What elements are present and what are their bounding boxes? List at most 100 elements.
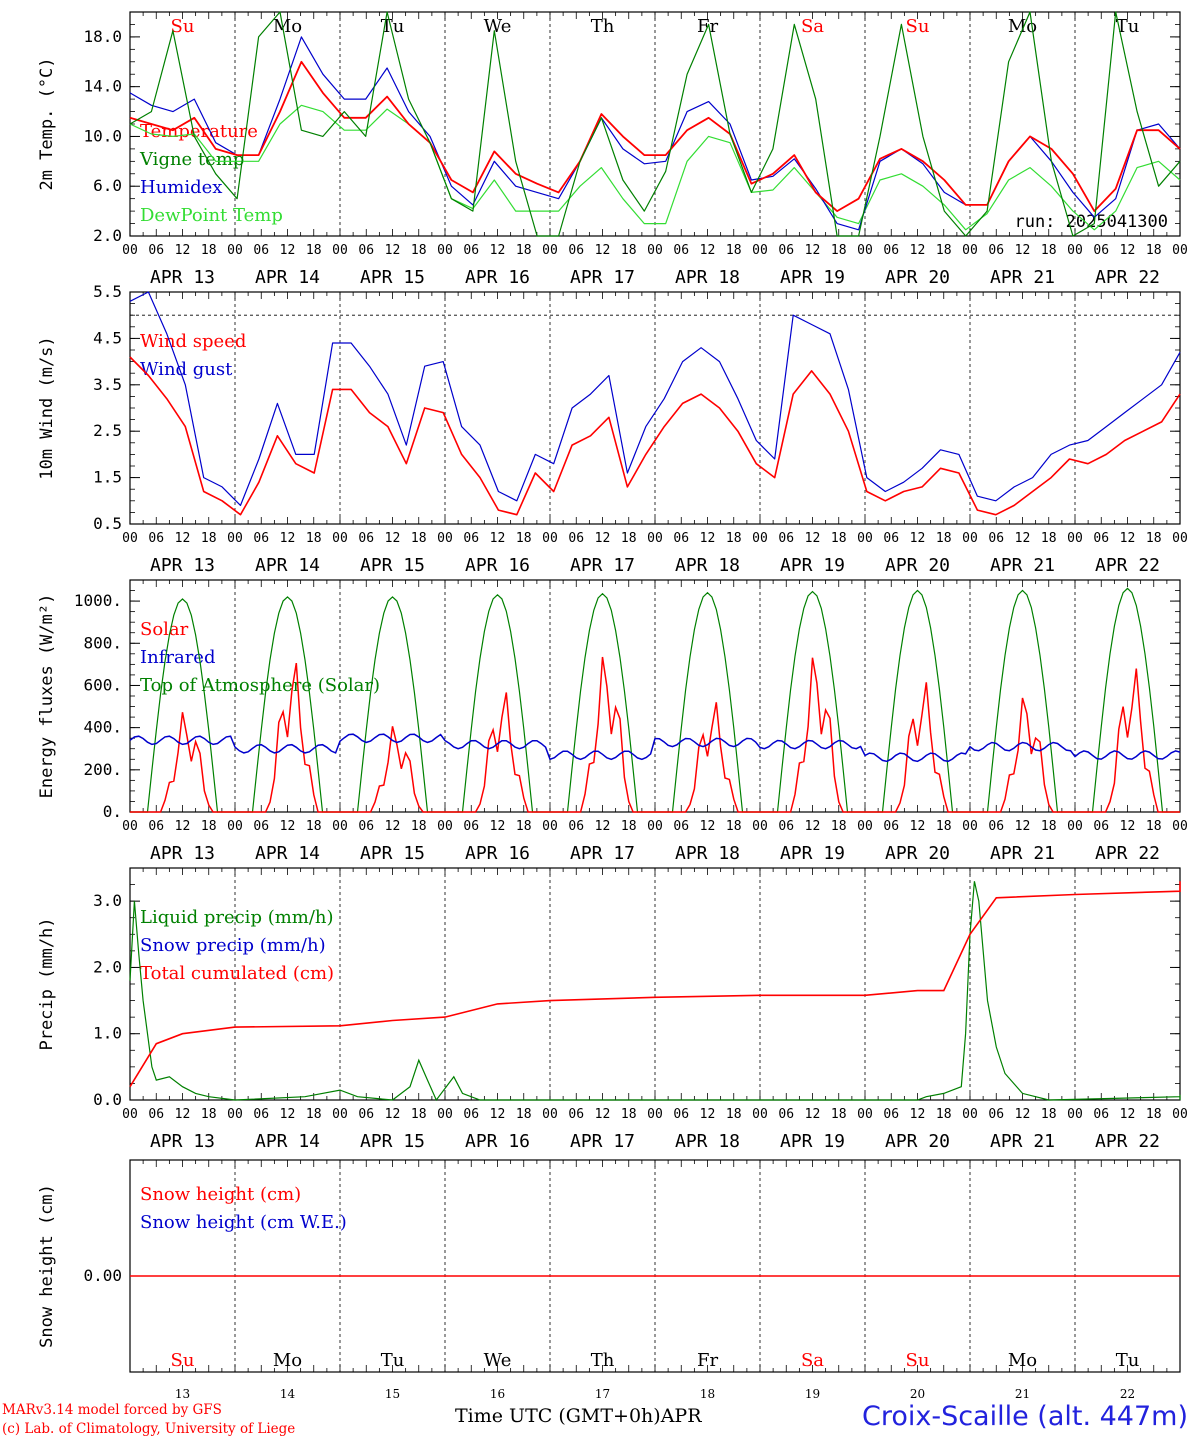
hour-tick-label: 06 [778,1107,794,1122]
hour-tick-label: 12 [910,531,926,546]
hour-tick-label: 00 [647,1107,663,1122]
hour-tick-label: 18 [516,1107,532,1122]
date-label: APR 15 [360,555,425,576]
date-label: APR 18 [675,267,740,288]
weekday-label: Sa [801,1350,824,1371]
hour-tick-label: 12 [910,1107,926,1122]
hour-tick-label: 12 [280,819,296,834]
hour-tick-label: 12 [280,243,296,258]
hour-tick-label: 18 [621,819,637,834]
legend-entry: Vigne temp [139,149,244,170]
hour-tick-label: 06 [463,819,479,834]
hour-tick-label: 12 [175,531,191,546]
hour-tick-label: 12 [1015,1107,1031,1122]
weekday-label: Su [171,1350,195,1371]
y-tick-label: 18.0 [83,27,122,46]
hour-tick-label: 06 [673,1107,689,1122]
y-tick-label: 5.5 [93,282,122,301]
hour-tick-label: 00 [647,531,663,546]
hour-tick-label: 12 [385,819,401,834]
hour-tick-label: 00 [1172,1107,1188,1122]
y-axis-label: Precip (mm/h) [37,917,57,1050]
hour-tick-label: 06 [463,1107,479,1122]
hour-tick-label: 18 [831,819,847,834]
hour-tick-label: 12 [175,819,191,834]
y-tick-label: 0.00 [83,1266,122,1285]
legend-entry: Snow height (cm) [140,1184,301,1205]
weekday-label: Tu [1116,16,1140,37]
hour-tick-label: 06 [358,1107,374,1122]
hour-tick-label: 12 [385,243,401,258]
y-axis-label: Energy fluxes (W/m²) [37,594,57,799]
hour-tick-label: 18 [936,243,952,258]
date-label: APR 16 [465,555,530,576]
hour-tick-label: 12 [700,531,716,546]
date-label: APR 17 [570,843,635,864]
hour-tick-label: 00 [542,243,558,258]
day-number: 22 [1120,1387,1135,1401]
date-label: APR 17 [570,267,635,288]
hour-tick-label: 18 [201,1107,217,1122]
hour-tick-label: 18 [726,531,742,546]
hour-tick-label: 12 [700,819,716,834]
hour-tick-label: 18 [516,819,532,834]
hour-tick-label: 00 [962,1107,978,1122]
hour-tick-label: 12 [1120,531,1136,546]
legend-entry: Wind speed [140,331,246,352]
y-tick-label: 6.0 [93,176,122,195]
hour-tick-label: 12 [1120,819,1136,834]
hour-tick-label: 18 [1041,1107,1057,1122]
date-label: APR 21 [990,555,1055,576]
run-label: run: 2025041300 [1014,212,1168,232]
hour-tick-label: 18 [201,819,217,834]
y-tick-label: 3.0 [93,891,122,910]
weekday-label: Tu [381,16,405,37]
date-label: APR 16 [465,843,530,864]
hour-tick-label: 06 [988,243,1004,258]
hour-tick-label: 18 [201,243,217,258]
date-label: APR 20 [885,843,950,864]
hour-tick-label: 12 [280,1107,296,1122]
y-tick-label: 800. [83,633,122,652]
hour-tick-label: 18 [936,819,952,834]
weekday-label: Mo [1008,16,1037,37]
y-axis-label: Snow height (cm) [37,1184,57,1348]
hour-tick-label: 12 [595,243,611,258]
hour-tick-label: 00 [332,531,348,546]
y-tick-label: 1.5 [93,468,122,487]
hour-tick-label: 06 [1093,243,1109,258]
legend-entry: Snow height (cm W.E.) [140,1212,347,1233]
hour-tick-label: 00 [122,819,138,834]
hour-tick-label: 06 [568,531,584,546]
date-label: APR 21 [990,1131,1055,1152]
hour-tick-label: 00 [122,243,138,258]
hour-tick-label: 00 [647,819,663,834]
y-tick-label: 400. [83,718,122,737]
hour-tick-label: 12 [1015,819,1031,834]
hour-tick-label: 00 [752,1107,768,1122]
hour-tick-label: 18 [411,531,427,546]
date-label: APR 14 [255,1131,320,1152]
hour-tick-label: 18 [306,243,322,258]
hour-tick-label: 12 [175,1107,191,1122]
hour-tick-label: 18 [621,243,637,258]
hour-tick-label: 18 [831,243,847,258]
hour-tick-label: 00 [542,1107,558,1122]
date-label: APR 15 [360,843,425,864]
hour-tick-label: 00 [1172,243,1188,258]
date-label: APR 22 [1095,1131,1160,1152]
hour-tick-label: 18 [411,819,427,834]
hour-tick-label: 12 [490,243,506,258]
date-label: APR 13 [150,843,215,864]
hour-tick-label: 12 [385,1107,401,1122]
date-label: APR 14 [255,555,320,576]
weekday-label: Su [906,16,930,37]
hour-tick-label: 18 [831,1107,847,1122]
date-label: APR 15 [360,1131,425,1152]
hour-tick-label: 00 [647,243,663,258]
hour-tick-label: 06 [988,1107,1004,1122]
hour-tick-label: 06 [883,243,899,258]
hour-tick-label: 12 [910,243,926,258]
hour-tick-label: 00 [962,531,978,546]
hour-tick-label: 18 [621,1107,637,1122]
